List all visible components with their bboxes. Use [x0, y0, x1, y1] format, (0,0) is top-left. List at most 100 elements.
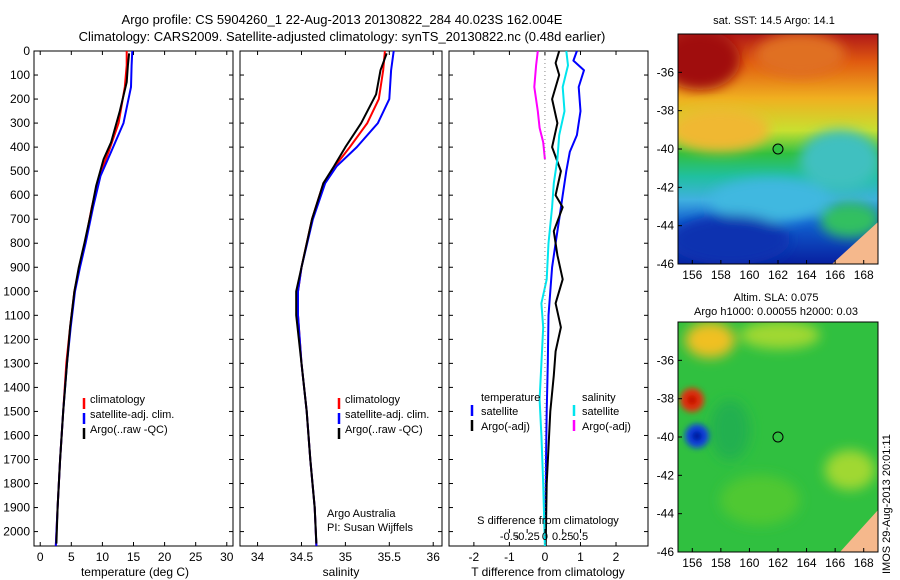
- series-line: [295, 53, 388, 544]
- sla-eddy-warm-core: [687, 395, 697, 405]
- s-diff-tick-label: 0: [542, 531, 548, 543]
- y-tick-label: 0: [23, 44, 30, 58]
- y-tick-label: 100: [10, 68, 30, 82]
- sst-field: [678, 34, 878, 264]
- sst-patch: [755, 34, 845, 77]
- map-y-tick-label: -42: [657, 468, 675, 482]
- legend-label-satellite: satellite-adj. clim.: [90, 409, 174, 421]
- series-line: [538, 50, 569, 547]
- x-tick-label: 36: [427, 550, 441, 564]
- map-y-tick-label: -38: [657, 104, 675, 118]
- y-tick-label: 1300: [3, 356, 30, 370]
- s-diff-tick-label: 0.5: [573, 531, 588, 543]
- map-x-tick-label: 158: [711, 556, 731, 570]
- x-tick-label: 15: [127, 550, 141, 564]
- temperature-axes: 0 5 10 15 20 25 300100200300400500600700800900…: [3, 44, 233, 564]
- x-tick-label: 35: [339, 550, 353, 564]
- series-line: [533, 50, 546, 160]
- x-tick-label: 0: [37, 550, 44, 564]
- x-tick-label: 0: [542, 550, 549, 564]
- sla-patch: [825, 450, 875, 490]
- map-x-tick-label: 164: [797, 556, 817, 570]
- salinity-annotation-line1: Argo Australia: [327, 508, 396, 520]
- y-tick-label: 1500: [3, 404, 30, 418]
- y-tick-label: 1200: [3, 332, 30, 346]
- sla-map-title-line2: Argo h1000: 0.00055 h2000: 0.03: [694, 306, 858, 318]
- salinity-panel: 34 34.5 35 35.5 36 climatology satellite-adj…: [239, 50, 443, 579]
- legend-label-s-argo: Argo(-adj): [582, 421, 631, 433]
- y-tick-label: 800: [10, 236, 30, 250]
- map-x-tick-label: 162: [768, 268, 788, 282]
- x-tick-label: 1: [577, 550, 584, 564]
- s-diff-tick-label: 0.25: [552, 531, 573, 543]
- sst-map-title: sat. SST: 14.5 Argo: 14.1: [713, 15, 835, 27]
- y-tick-label: 1400: [3, 380, 30, 394]
- sla-eddy-cold-core: [692, 431, 702, 441]
- difference-series: [533, 50, 585, 547]
- y-tick-label: 1100: [4, 308, 30, 322]
- argo-float-marker: [772, 143, 784, 155]
- map-y-tick-label: -42: [657, 180, 675, 194]
- temperature-legend: climatology satellite-adj. clim. Argo(..…: [82, 394, 174, 439]
- sla-patch: [710, 400, 750, 460]
- y-tick-label: 900: [10, 260, 30, 274]
- map-x-tick-label: 156: [682, 556, 702, 570]
- salinity-difference-ticks: -0.5-0.25 0 0.25 0.5: [500, 529, 588, 543]
- map-y-tick-label: -38: [657, 392, 675, 406]
- sst-map-axes: 156 158 160 162 164 166 168 -36 -38 -40 -42 -44 -46: [657, 65, 874, 282]
- map-y-tick-label: -46: [657, 545, 675, 559]
- map-y-tick-label: -40: [657, 142, 675, 156]
- legend-label-satellite: satellite-adj. clim.: [345, 409, 429, 421]
- salinity-series: [295, 50, 395, 547]
- map-y-tick-label: -44: [657, 507, 675, 521]
- legend-label-t-argo: Argo(-adj): [481, 421, 530, 433]
- sla-map: Altim. SLA: 0.075 Argo h1000: 0.00055 h2…: [657, 292, 879, 570]
- sst-map: sat. SST: 14.5 Argo: 14.1 156 158 160 162 16…: [657, 15, 879, 282]
- s-diff-tick-label: -0.5: [500, 531, 519, 543]
- map-x-tick-label: 166: [825, 556, 845, 570]
- sla-map-title-line1: Altim. SLA: 0.075: [734, 292, 819, 304]
- y-tick-label: 700: [10, 212, 30, 226]
- map-x-tick-label: 168: [854, 268, 874, 282]
- series-line: [544, 50, 564, 547]
- temperature-xlabel: temperature (deg C): [81, 565, 189, 579]
- salinity-xlabel: salinity: [323, 565, 360, 579]
- s-diff-tick-label: -0.25: [515, 531, 540, 543]
- difference-axes: -2 -1 0 1 2: [448, 50, 649, 564]
- difference-legend: temperature salinity satellite satellite…: [470, 392, 631, 433]
- legend-label-argo: Argo(..raw -QC): [345, 424, 423, 436]
- x-tick-label: 20: [158, 550, 172, 564]
- salinity-annotation-line2: PI: Susan Wijffels: [327, 522, 413, 534]
- map-x-tick-label: 156: [682, 268, 702, 282]
- y-tick-label: 1900: [3, 501, 30, 515]
- sst-patch: [678, 215, 790, 264]
- sst-patch: [678, 34, 740, 90]
- imos-timestamp: IMOS 29-Aug-2013 20:01:11: [881, 434, 893, 574]
- figure-title-line2: Climatology: CARS2009. Satellite-adjuste…: [79, 29, 606, 44]
- y-tick-label: 1700: [3, 452, 30, 466]
- map-y-tick-label: -46: [657, 257, 675, 271]
- y-tick-label: 1600: [3, 428, 30, 442]
- x-tick-label: 35.5: [378, 550, 402, 564]
- sst-patch: [710, 178, 830, 222]
- difference-top-xlabel: S difference from climatology: [477, 515, 619, 527]
- map-x-tick-label: 166: [825, 268, 845, 282]
- x-tick-label: 10: [96, 550, 110, 564]
- map-x-tick-label: 158: [711, 268, 731, 282]
- difference-panel: -2 -1 0 1 2 temperature salinity satellite s…: [448, 50, 649, 579]
- sst-patch: [820, 202, 878, 238]
- x-tick-label: -2: [469, 550, 480, 564]
- x-tick-label: 2: [613, 550, 620, 564]
- y-tick-label: 200: [10, 92, 30, 106]
- sla-map-axes: 156 158 160 162 164 166 168 -36 -38 -40 -42 -44 -46: [657, 353, 874, 570]
- temperature-series: [54, 50, 134, 547]
- legend-heading-salinity: salinity: [582, 392, 616, 404]
- sla-patch: [720, 475, 800, 525]
- y-tick-label: 2000: [3, 525, 30, 539]
- sla-patch: [740, 322, 820, 349]
- y-tick-label: 400: [10, 140, 30, 154]
- y-tick-label: 500: [10, 164, 30, 178]
- x-tick-label: -1: [504, 550, 515, 564]
- y-tick-label: 600: [10, 188, 30, 202]
